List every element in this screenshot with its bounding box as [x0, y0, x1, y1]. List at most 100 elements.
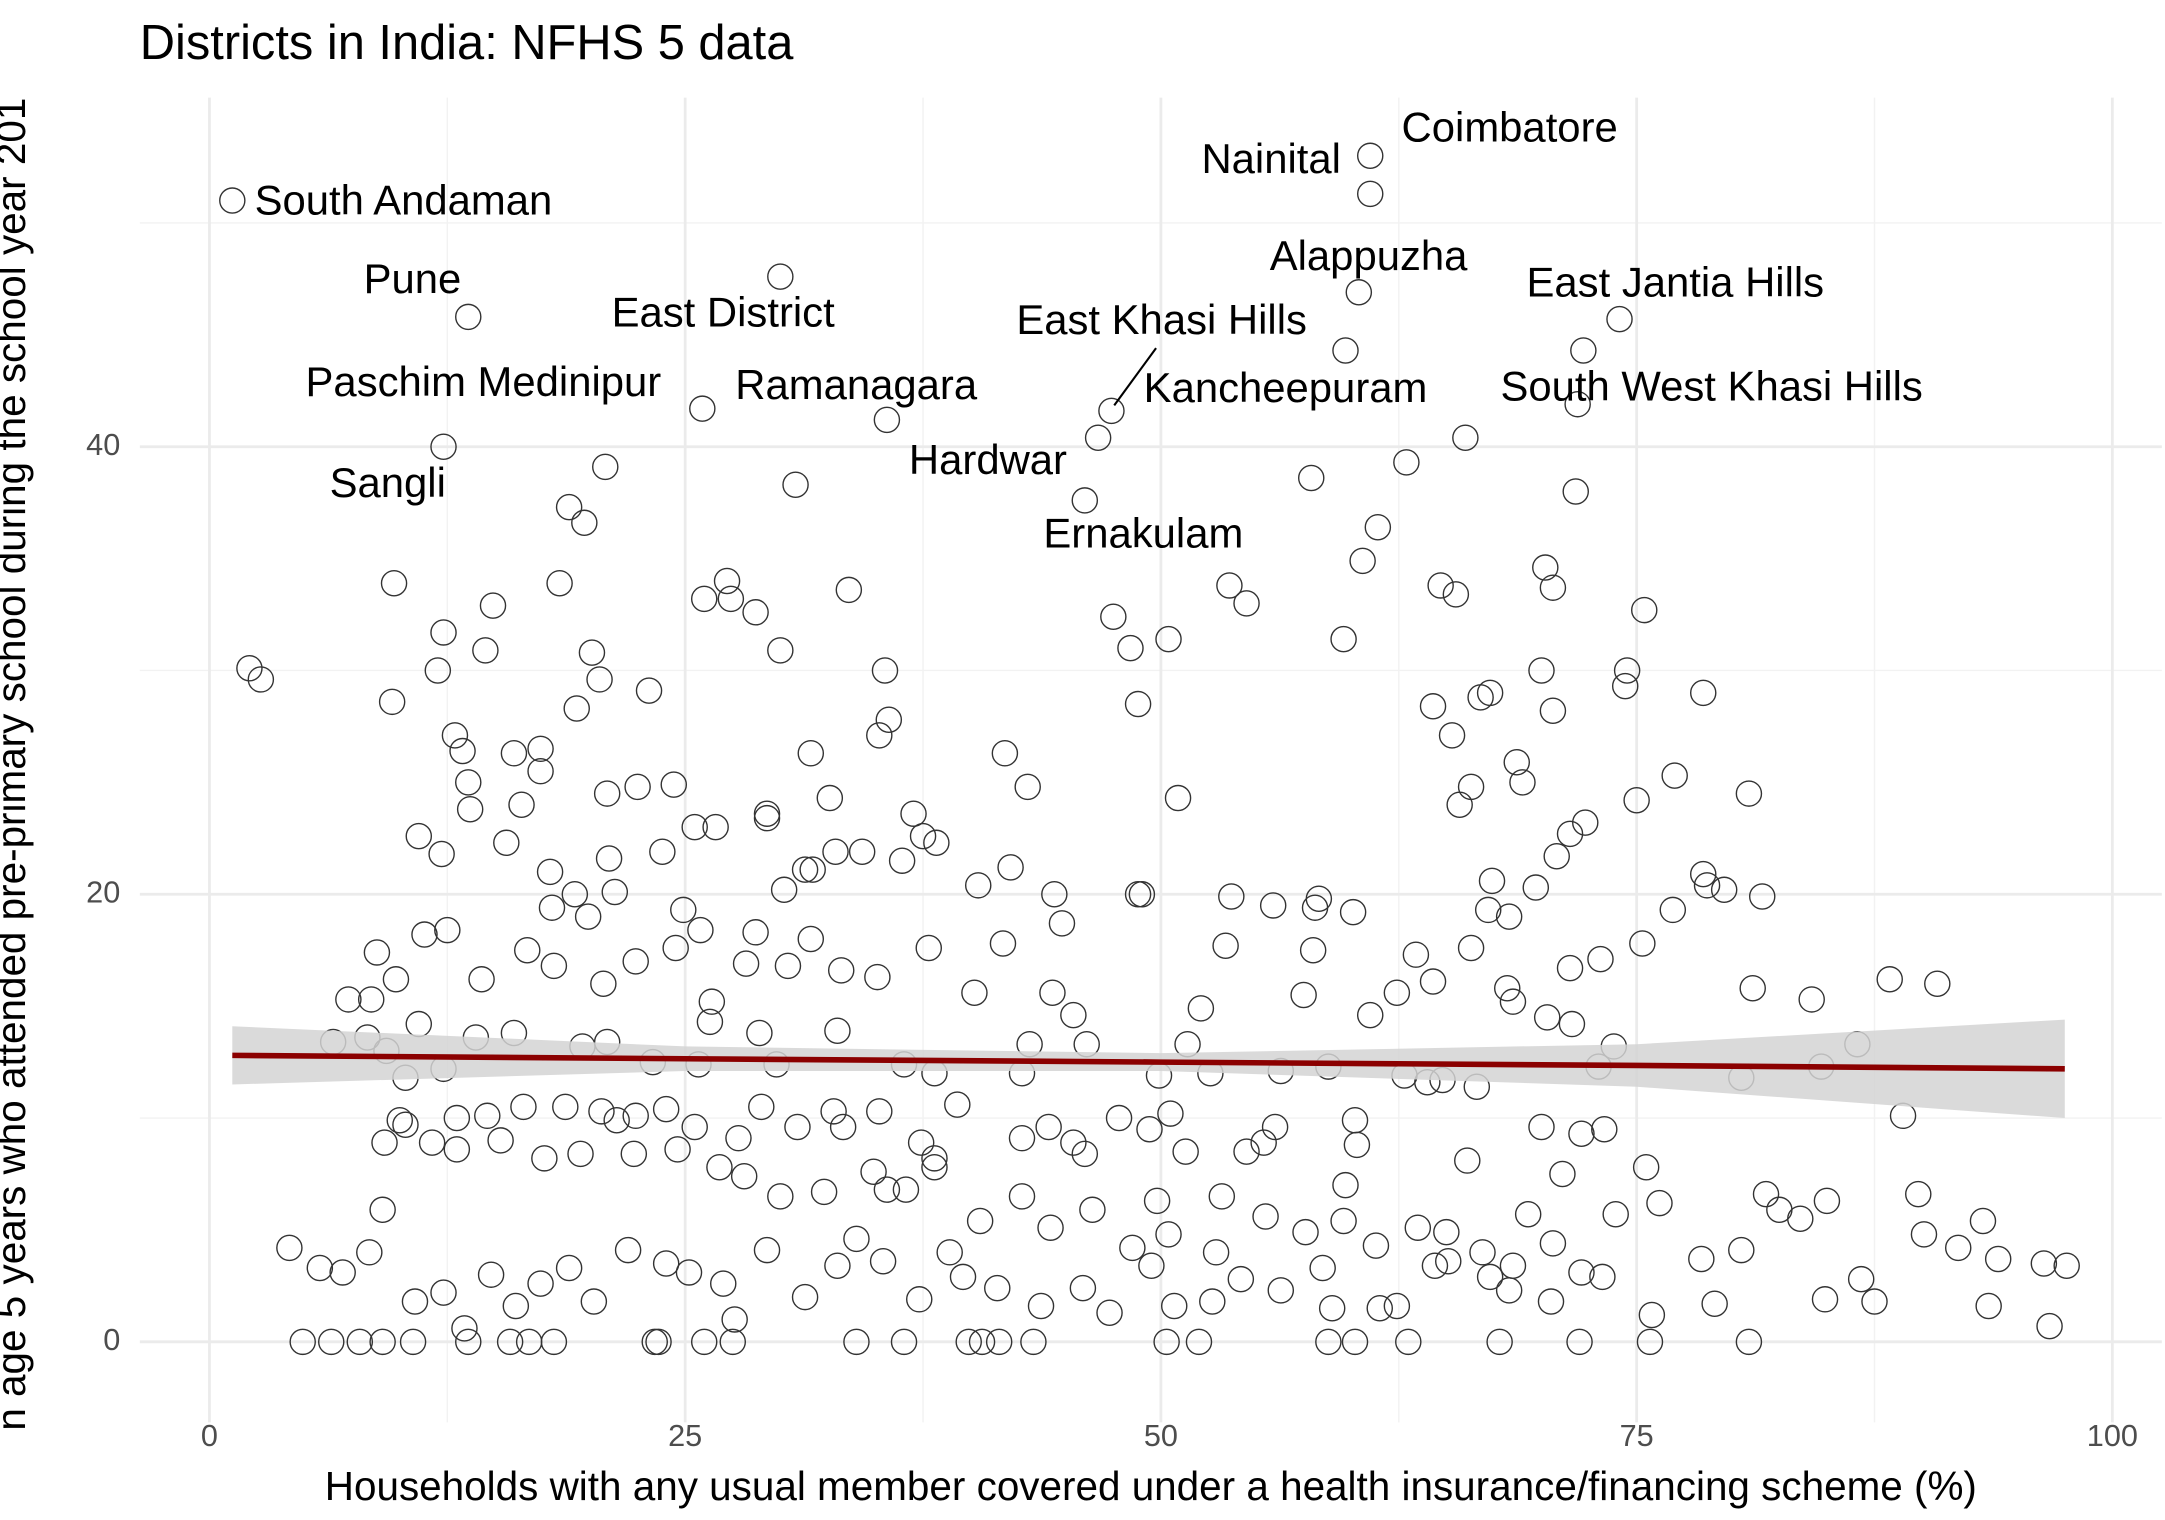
point [909, 822, 937, 850]
point [430, 433, 457, 460]
point [357, 986, 385, 1013]
point [664, 1136, 691, 1163]
point [1728, 1236, 1755, 1264]
point [455, 303, 482, 331]
point [770, 876, 798, 904]
point [1187, 995, 1215, 1022]
point [555, 493, 583, 521]
point [527, 757, 554, 785]
point [356, 1239, 383, 1266]
point [236, 655, 263, 682]
point [382, 966, 410, 993]
confidence-band [232, 1019, 2065, 1119]
point [552, 1093, 579, 1121]
annotation: Alappuzha [1270, 232, 1468, 279]
point [829, 1113, 857, 1141]
point [1532, 554, 1559, 581]
point [2036, 1312, 2063, 1340]
point [474, 1102, 501, 1130]
point [592, 453, 619, 481]
annotation: Hardwar [909, 436, 1067, 483]
point [1356, 180, 1384, 208]
point [719, 1328, 747, 1356]
point [1474, 896, 1502, 924]
y-axis-title: n age 5 years who attended pre-primary s… [0, 98, 34, 1431]
point [791, 856, 819, 883]
point [1435, 1248, 1462, 1275]
point [1452, 424, 1479, 452]
point [1208, 1183, 1236, 1210]
point [508, 791, 535, 819]
point [1008, 1124, 1036, 1152]
point [1261, 1113, 1289, 1141]
point [1591, 1115, 1618, 1143]
x-tick-label: 75 [1620, 1419, 1654, 1453]
point [1549, 1160, 1576, 1188]
point [1383, 1292, 1411, 1320]
point [1811, 1286, 1839, 1313]
point [1212, 932, 1239, 959]
point [369, 1196, 396, 1224]
point [1910, 1221, 1938, 1248]
point [595, 845, 623, 872]
point [1632, 1154, 1660, 1181]
point [247, 666, 275, 693]
point [1250, 1129, 1277, 1156]
x-tick-label: 25 [668, 1419, 702, 1453]
point [923, 829, 950, 857]
data [219, 142, 2080, 1356]
point [1404, 1214, 1432, 1241]
point [1014, 773, 1041, 801]
point [984, 1274, 1011, 1302]
point [1395, 1328, 1422, 1356]
point [1362, 1232, 1390, 1259]
point [1393, 449, 1420, 476]
point [991, 740, 1019, 767]
point [1096, 1299, 1123, 1326]
point [1071, 487, 1099, 514]
point [1446, 791, 1473, 819]
point [1509, 769, 1536, 796]
point [1454, 1147, 1481, 1174]
point [949, 1263, 977, 1291]
point [586, 666, 613, 693]
point [725, 1124, 752, 1152]
point [1975, 1292, 2002, 1320]
point [546, 569, 573, 597]
annotation: East District [612, 289, 835, 336]
point [1661, 762, 1688, 789]
chart-title: Districts in India: NFHS 5 data [140, 16, 794, 70]
annotation: Nainital [1201, 135, 1341, 182]
point [1568, 1120, 1595, 1147]
point [1689, 679, 1717, 707]
point [860, 1158, 887, 1186]
point [1539, 697, 1567, 725]
point [1402, 941, 1430, 968]
point [1688, 1245, 1715, 1273]
point [1689, 860, 1717, 888]
point [1341, 1328, 1369, 1356]
point [1419, 968, 1447, 995]
point [588, 1098, 615, 1125]
point [641, 1328, 668, 1356]
point [1735, 780, 1763, 807]
point [1069, 1274, 1097, 1302]
point [399, 1328, 427, 1356]
point [687, 916, 714, 944]
point [1330, 1207, 1357, 1235]
point [1366, 1295, 1393, 1322]
point [500, 740, 528, 767]
point [1227, 1265, 1255, 1293]
point [649, 838, 676, 865]
point [1164, 784, 1192, 812]
point [515, 1328, 543, 1356]
point [753, 800, 781, 827]
point [1889, 1102, 1917, 1130]
point [456, 795, 484, 823]
point [434, 916, 461, 944]
point [1710, 876, 1738, 904]
point [888, 847, 916, 874]
point [1623, 787, 1650, 814]
point [1476, 679, 1504, 707]
point [1332, 337, 1359, 364]
